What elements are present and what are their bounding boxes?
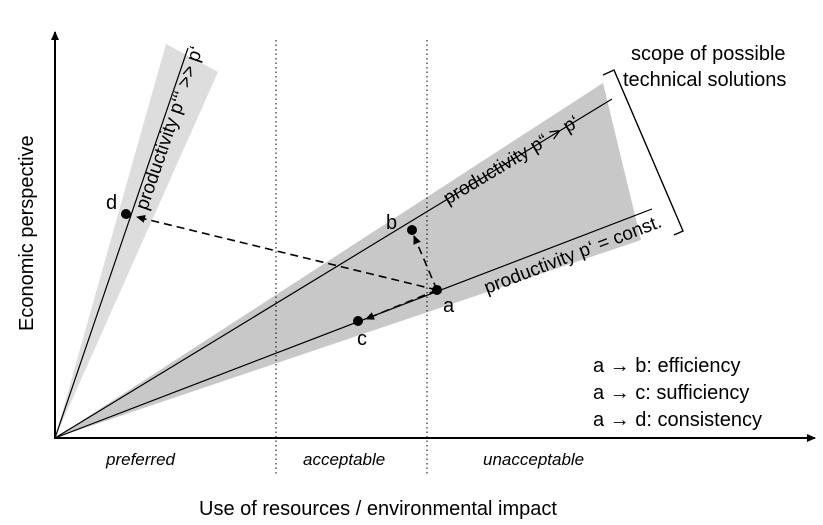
scope-bracket xyxy=(602,69,684,236)
x-axis-title: Use of resources / environmental impact xyxy=(199,498,557,520)
ray-constant-productivity xyxy=(54,208,653,439)
scope-label-line1: scope of possible xyxy=(631,43,786,65)
ray-much-higher-productivity xyxy=(54,47,189,439)
point-b-label: b xyxy=(386,212,397,234)
point-b xyxy=(407,225,417,235)
region-acceptable-label: acceptable xyxy=(303,450,385,469)
y-axis-title: Economic perspective xyxy=(16,135,38,331)
point-c-label: c xyxy=(357,328,367,350)
high-productivity-wedge xyxy=(55,44,218,438)
point-c xyxy=(353,316,363,326)
region-preferred-label: preferred xyxy=(105,450,176,469)
point-d-label: d xyxy=(106,192,117,214)
arrow-a-to-b xyxy=(413,235,438,291)
legend-sufficiency: a → c: sufficiency xyxy=(593,382,749,404)
ray-higher-productivity xyxy=(54,98,613,439)
point-a xyxy=(432,285,442,295)
region-unacceptable-label: unacceptable xyxy=(483,450,584,469)
point-a-label: a xyxy=(443,295,455,317)
legend-consistency: a → d: consistency xyxy=(593,409,762,431)
point-d xyxy=(121,209,131,219)
legend-efficiency: a → b: efficiency xyxy=(593,355,740,377)
scope-label-line2: technical solutions xyxy=(623,69,786,91)
